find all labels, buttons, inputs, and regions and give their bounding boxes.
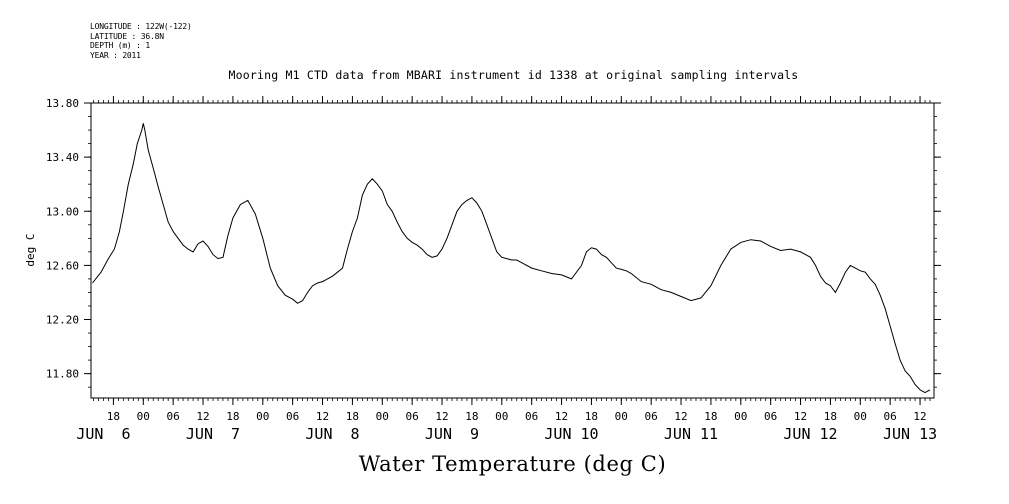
x-tick-label: 12	[913, 410, 926, 423]
x-day-label: JUN 8	[305, 425, 359, 443]
metadata-block: LONGITUDE : 122W(-122) LATITUDE : 36.8N …	[90, 22, 192, 60]
x-tick-label: 00	[495, 410, 508, 423]
x-day-label: JUN 11	[664, 425, 718, 443]
x-tick-label: 00	[854, 410, 867, 423]
x-tick-label: 00	[615, 410, 628, 423]
chart-title: Mooring M1 CTD data from MBARI instrumen…	[228, 68, 799, 82]
y-tick-label: 11.80	[46, 368, 79, 381]
x-axis: 18 00 06 12 18 00 06 12 18 00 06 12 18 00 06 12 18 00 06 12…	[107, 96, 927, 423]
main-variable-label: Water Temperature (deg C)	[358, 452, 667, 476]
x-tick-label: 06	[645, 410, 658, 423]
x-tick-label: 18	[107, 410, 120, 423]
x-tick-label: 06	[406, 410, 419, 423]
y-tick-label: 12.60	[46, 259, 79, 272]
x-tick-label: 18	[585, 410, 598, 423]
y-tick-label: 12.20	[46, 314, 79, 327]
x-day-label: JUN 12	[783, 425, 837, 443]
latitude-label: LATITUDE : 36.8N	[90, 31, 164, 41]
x-tick-label: 12	[674, 410, 687, 423]
x-day-label: JUN 7	[186, 425, 240, 443]
x-tick-label: 12	[196, 410, 209, 423]
x-tick-label: 00	[256, 410, 269, 423]
x-tick-label: 06	[764, 410, 777, 423]
x-tick-label: 12	[794, 410, 807, 423]
x-tick-label: 18	[704, 410, 717, 423]
x-tick-label: 18	[346, 410, 359, 423]
plot-frame	[90, 102, 935, 399]
x-tick-label: 06	[286, 410, 299, 423]
year-label: YEAR : 2011	[90, 50, 141, 60]
x-tick-label: 00	[137, 410, 150, 423]
x-day-label: JUN 6	[76, 425, 130, 443]
x-day-label: JUN 13	[883, 425, 937, 443]
x-tick-label: 06	[525, 410, 538, 423]
x-day-label: JUN 10	[544, 425, 598, 443]
y-axis: 13.80 13.40 13.00 12.60 12.20 11.80	[46, 97, 941, 381]
y-tick-label: 13.80	[46, 97, 79, 110]
x-tick-label: 12	[435, 410, 448, 423]
x-tick-label: 12	[555, 410, 568, 423]
x-axis-day-labels: JUN 6 JUN 7 JUN 8 JUN 9 JUN 10 JUN 11 JUN 12 JU…	[76, 425, 937, 443]
minor-ticks	[88, 100, 937, 401]
x-tick-label: 18	[824, 410, 837, 423]
y-tick-label: 13.40	[46, 151, 79, 164]
y-axis-label: deg C	[24, 233, 37, 266]
x-tick-label: 18	[465, 410, 478, 423]
x-tick-label: 00	[734, 410, 747, 423]
x-tick-label: 12	[316, 410, 329, 423]
x-tick-label: 18	[226, 410, 239, 423]
x-day-label: JUN 9	[425, 425, 479, 443]
longitude-label: LONGITUDE : 122W(-122)	[90, 22, 192, 31]
depth-label: DEPTH (m) : 1	[90, 41, 151, 50]
y-tick-label: 13.00	[46, 205, 79, 218]
x-tick-label: 06	[167, 410, 180, 423]
x-tick-label: 00	[376, 410, 389, 423]
series-line-water-temperature	[92, 123, 931, 394]
x-tick-label: 06	[884, 410, 897, 423]
